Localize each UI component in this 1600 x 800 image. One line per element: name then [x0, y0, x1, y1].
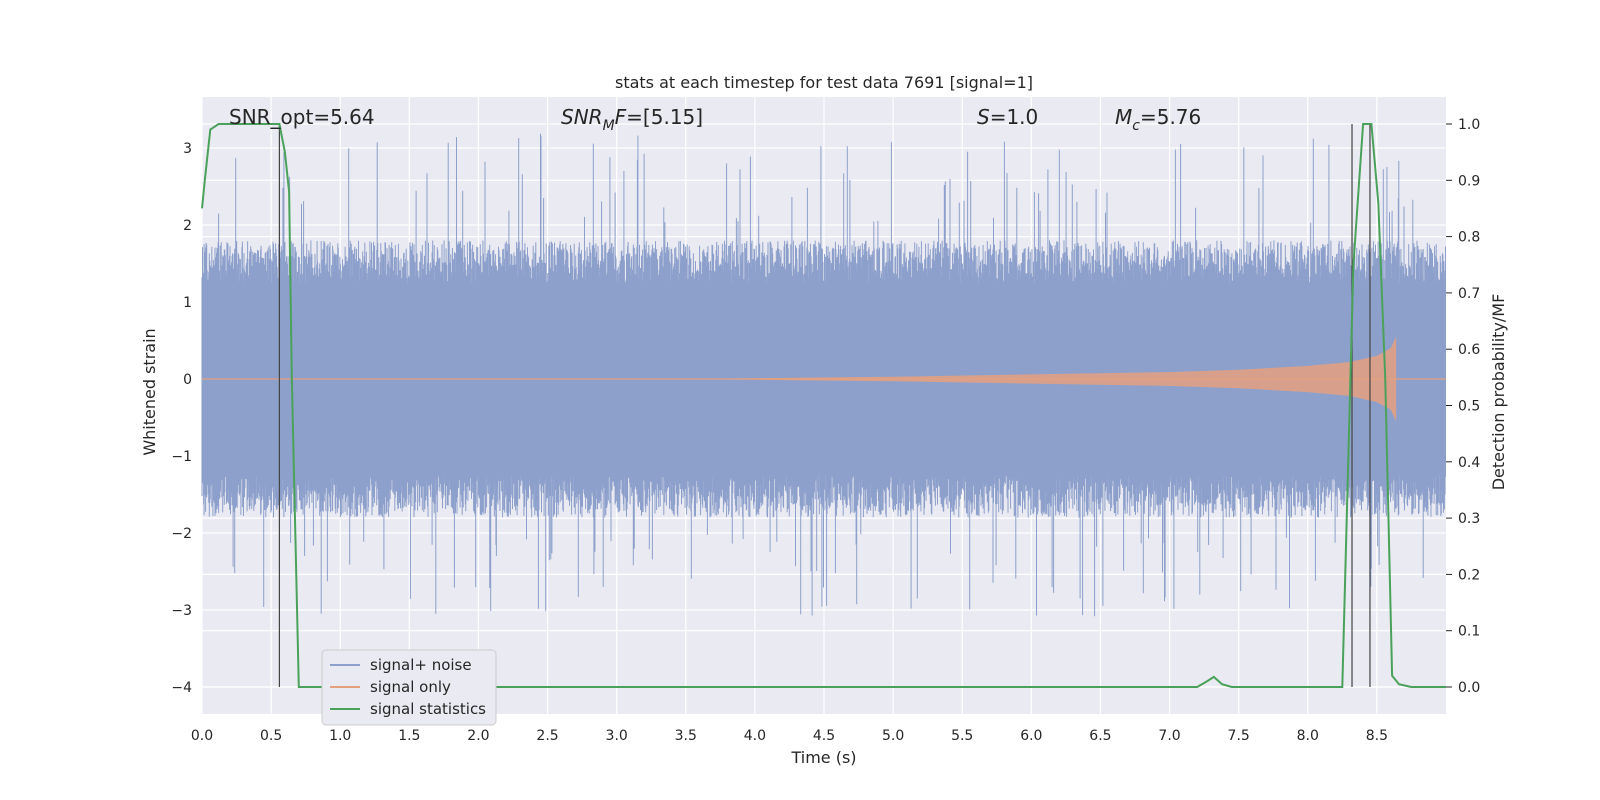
y2-tick-label: 0.4	[1458, 455, 1480, 471]
annotation-snr-opt: SNR_opt=5.64	[229, 105, 375, 129]
y2-tick-label: 0.1	[1458, 624, 1480, 640]
x-tick-label: 5.0	[882, 728, 904, 744]
y2-tick-label: 0.3	[1458, 511, 1480, 527]
x-tick-label: 4.5	[813, 728, 835, 744]
x-tick-label: 3.5	[675, 728, 697, 744]
annotation-snr-mf: SNRMF=[5.15]	[561, 105, 703, 134]
x-tick-label: 7.5	[1228, 728, 1250, 744]
signal-statistics-line	[201, 123, 1446, 688]
x-tick-label: 2.0	[467, 728, 489, 744]
y-tick-label: 3	[183, 141, 192, 157]
x-tick-label: 3.0	[606, 728, 628, 744]
vertical-markers	[278, 124, 1371, 687]
signal-statistics-series	[201, 123, 1446, 688]
y2-tick-label: 0.0	[1458, 680, 1480, 696]
x-axis-label: Time (s)	[790, 748, 856, 767]
x-tick-label: 1.0	[329, 728, 351, 744]
y-tick-label: −3	[171, 603, 192, 619]
y-axis-label: Whitened strain	[140, 328, 159, 455]
y2-tick-label: 1.0	[1458, 117, 1480, 133]
x-tick-label: 4.0	[744, 728, 766, 744]
x-tick-label: 6.0	[1020, 728, 1042, 744]
y2-tick-label: 0.9	[1458, 173, 1480, 189]
annotation-mc: Mc=5.76	[1115, 105, 1201, 134]
axis-ticks: 0.0 0.5 1.0 1.5 2.0 2.5 3.0 3.5 4.0 4.5 5.0 5.5 6.0 6…	[171, 117, 1480, 744]
y2-tick-label: 0.5	[1458, 399, 1480, 415]
y-tick-label: −4	[171, 680, 192, 696]
legend-label-signal-statistics: signal statistics	[370, 700, 486, 718]
chart-title: stats at each timestep for test data 769…	[615, 73, 1033, 92]
legend-label-signal-noise: signal+ noise	[370, 656, 472, 674]
legend: signal+ noise signal only signal statist…	[321, 649, 497, 726]
y2-tick-label: 0.2	[1458, 567, 1480, 583]
y-tick-label: 0	[183, 372, 192, 388]
signal-only-series	[202, 336, 1446, 422]
y-tick-label: −2	[171, 526, 192, 542]
x-tick-label: 7.0	[1158, 728, 1180, 744]
legend-box	[321, 649, 497, 726]
y2-tick-label: 0.8	[1458, 230, 1480, 246]
x-tick-label: 2.5	[536, 728, 558, 744]
y2-axis-label: Detection probability/MF	[1489, 294, 1508, 491]
legend-label-signal-only: signal only	[370, 678, 451, 696]
x-tick-label: 1.5	[398, 728, 420, 744]
x-tick-label: 5.5	[951, 728, 973, 744]
y2-tick-label: 0.6	[1458, 342, 1480, 358]
y2-tick-label: 0.7	[1458, 286, 1480, 302]
x-tick-label: 6.5	[1089, 728, 1111, 744]
y-tick-label: −1	[171, 449, 192, 465]
x-tick-label: 8.5	[1366, 728, 1388, 744]
x-tick-label: 0.0	[191, 728, 213, 744]
x-tick-label: 8.0	[1297, 728, 1319, 744]
x-tick-label: 0.5	[260, 728, 282, 744]
y-tick-label: 2	[183, 218, 192, 234]
annotation-s: S=1.0	[977, 105, 1038, 129]
y-tick-label: 1	[183, 295, 192, 311]
